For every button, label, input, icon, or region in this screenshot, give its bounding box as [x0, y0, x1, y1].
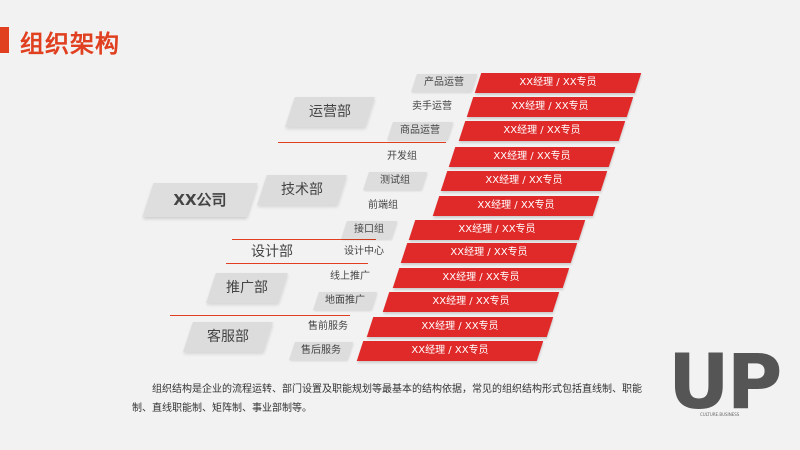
logo: UP: [668, 337, 782, 426]
role-label: XX经理 / XX专员: [511, 101, 589, 112]
role-label: XX经理 / XX专员: [493, 151, 571, 162]
sub-label: 卖手运营: [412, 101, 452, 112]
sub-label: 开发组: [387, 151, 417, 162]
sub-label: 设计中心: [344, 246, 384, 257]
description-text: 组织结构是企业的流程运转、部门设置及职能规划等最基本的结构依据，常见的组织结构形…: [132, 384, 642, 414]
role-label: XX经理 / XX专员: [485, 175, 563, 186]
role-label: XX经理 / XX专员: [411, 345, 489, 356]
sub-label: 前端组: [368, 200, 398, 211]
sub-label: 产品运营: [424, 77, 464, 88]
sub-label: 售后服务: [301, 345, 341, 356]
separator-line: [232, 239, 376, 240]
separator-line: [278, 142, 446, 143]
role-label: XX经理 / XX专员: [432, 296, 510, 307]
separator-line: [226, 263, 368, 264]
role-label: XX经理 / XX专员: [519, 77, 597, 88]
role-label: XX经理 / XX专员: [477, 200, 555, 211]
dept-label-promotion: 推广部: [226, 280, 268, 296]
sub-label: 售前服务: [308, 321, 348, 332]
separator-line: [170, 315, 350, 316]
dept-label-operations: 运营部: [309, 104, 351, 120]
role-label: XX经理 / XX专员: [458, 224, 536, 235]
company-label: XX公司: [173, 191, 227, 209]
logo-caption: CULTURE.BUSINESS: [700, 412, 740, 417]
role-label: XX经理 / XX专员: [442, 272, 520, 283]
dept-label-service: 客服部: [207, 329, 249, 345]
sub-label: 线上推广: [330, 271, 370, 282]
role-label: XX经理 / XX专员: [450, 247, 528, 258]
title-accent-bar: [0, 27, 9, 53]
sub-label: 地面推广: [325, 295, 365, 306]
dept-label-design: 设计部: [251, 244, 293, 260]
dept-label-tech: 技术部: [281, 182, 323, 198]
role-label: XX经理 / XX专员: [503, 125, 581, 136]
sub-label: 接口组: [354, 224, 384, 235]
page-title: 组织架构: [20, 30, 120, 58]
sub-label: 商品运营: [400, 125, 440, 136]
role-label: XX经理 / XX专员: [421, 321, 499, 332]
sub-label: 测试组: [380, 175, 410, 186]
